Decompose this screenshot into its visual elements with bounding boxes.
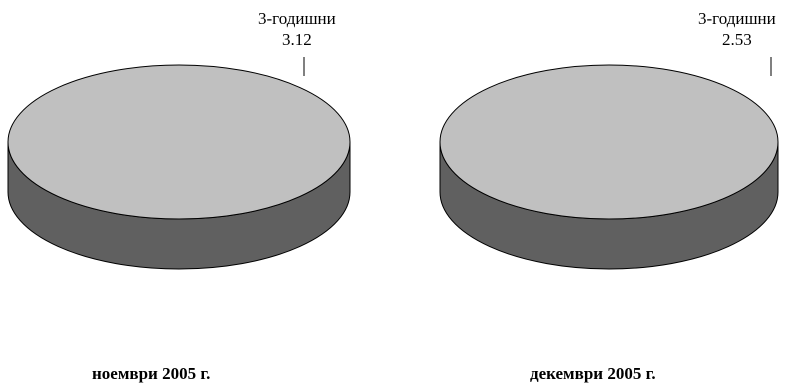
slice-category: 3-годишни <box>258 9 336 28</box>
slice-label: 3-годишни 2.53 <box>698 8 776 50</box>
pie-slice-3-godishni <box>7 64 351 220</box>
pie-chart-december: 3-годишни 2.53 декември 2005 г. <box>430 0 795 387</box>
chart-caption: ноември 2005 г. <box>92 364 211 383</box>
slice-category: 3-годишни <box>698 9 776 28</box>
pie-disc <box>7 57 351 270</box>
slice-label: 3-годишни 3.12 <box>258 8 336 50</box>
pie-disc <box>439 57 779 270</box>
pie-slice-3-godishni <box>439 64 779 220</box>
chart-caption: декември 2005 г. <box>530 364 656 383</box>
slice-value: 3.12 <box>282 30 312 49</box>
slice-value: 2.53 <box>722 30 752 49</box>
pie-chart-november: 3-годишни 3.12 ноември 2005 г. <box>0 0 370 387</box>
